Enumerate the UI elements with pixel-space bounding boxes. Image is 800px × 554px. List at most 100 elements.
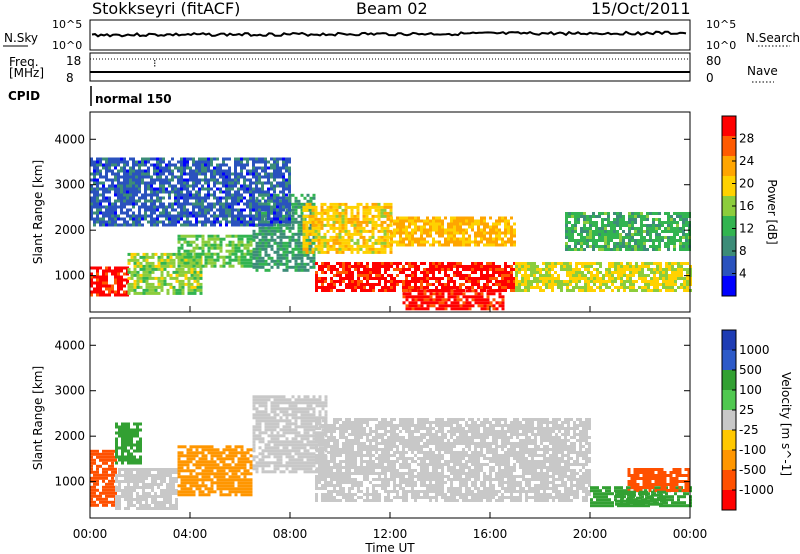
data-cell bbox=[390, 240, 393, 244]
data-cell bbox=[93, 187, 96, 191]
data-cell bbox=[357, 280, 360, 283]
data-cell bbox=[255, 241, 259, 245]
data-cell bbox=[462, 301, 466, 305]
data-cell bbox=[120, 284, 123, 288]
data-cell bbox=[93, 290, 96, 294]
data-cell bbox=[492, 298, 496, 302]
data-cell bbox=[174, 220, 177, 224]
data-cell bbox=[590, 274, 593, 277]
data-cell bbox=[438, 243, 441, 247]
data-cell bbox=[184, 270, 188, 274]
data-cell bbox=[127, 425, 130, 429]
data-cell bbox=[213, 181, 216, 185]
data-cell bbox=[255, 253, 259, 257]
data-cell bbox=[677, 271, 680, 274]
data-cell bbox=[111, 503, 114, 507]
data-cell bbox=[145, 483, 148, 486]
data-cell bbox=[320, 235, 324, 239]
data-cell bbox=[294, 247, 298, 251]
data-cell bbox=[311, 220, 315, 224]
data-cell bbox=[123, 290, 126, 294]
data-cell bbox=[285, 169, 288, 173]
data-cell bbox=[195, 193, 198, 197]
data-cell bbox=[599, 277, 602, 280]
data-cell bbox=[377, 214, 381, 218]
data-cell bbox=[291, 265, 295, 269]
data-cell bbox=[665, 277, 668, 280]
data-cell bbox=[504, 231, 507, 235]
cpid-panel: CPID normal 150 bbox=[8, 86, 172, 106]
data-cell bbox=[216, 246, 220, 250]
data-cell bbox=[357, 268, 360, 271]
data-cell bbox=[327, 265, 330, 268]
data-cell bbox=[270, 199, 273, 203]
data-cell bbox=[279, 184, 282, 188]
data-cell bbox=[144, 196, 147, 200]
data-cell bbox=[643, 242, 646, 245]
data-cell bbox=[366, 262, 369, 265]
data-cell bbox=[359, 202, 363, 206]
data-cell bbox=[210, 193, 213, 197]
data-cell bbox=[258, 214, 261, 218]
data-cell bbox=[174, 202, 177, 206]
data-cell bbox=[115, 477, 118, 480]
data-cell bbox=[159, 202, 162, 206]
data-cell bbox=[435, 295, 439, 299]
data-cell bbox=[258, 208, 261, 212]
data-cell bbox=[294, 205, 298, 209]
data-cell bbox=[261, 166, 264, 170]
data-cell bbox=[105, 449, 108, 453]
data-cell bbox=[288, 238, 292, 242]
data-cell bbox=[201, 178, 204, 182]
data-cell bbox=[486, 301, 490, 305]
data-cell bbox=[96, 217, 99, 221]
data-cell bbox=[399, 271, 402, 274]
data-cell bbox=[150, 202, 153, 206]
data-cell bbox=[255, 184, 258, 188]
data-cell bbox=[592, 233, 595, 236]
data-cell bbox=[498, 222, 501, 226]
data-cell bbox=[291, 208, 295, 212]
data-cell bbox=[255, 199, 258, 203]
data-cell bbox=[198, 234, 202, 238]
data-cell bbox=[441, 298, 445, 302]
data-cell bbox=[483, 289, 486, 292]
data-cell bbox=[339, 262, 342, 265]
data-cell bbox=[601, 239, 604, 242]
data-cell bbox=[129, 208, 132, 212]
data-cell bbox=[243, 246, 247, 250]
data-cell bbox=[93, 196, 96, 200]
data-cell bbox=[279, 220, 282, 224]
data-cell bbox=[282, 205, 285, 209]
data-cell bbox=[369, 289, 372, 292]
data-cell bbox=[157, 474, 160, 477]
data-cell bbox=[353, 223, 357, 227]
data-cell bbox=[471, 280, 474, 283]
data-cell bbox=[429, 292, 433, 296]
data-cell bbox=[414, 222, 417, 226]
data-cell bbox=[231, 217, 234, 221]
data-cell bbox=[133, 258, 137, 262]
data-cell bbox=[246, 240, 250, 244]
data-cell bbox=[175, 279, 179, 283]
data-cell bbox=[426, 228, 429, 232]
data-cell bbox=[575, 262, 578, 265]
data-cell bbox=[267, 220, 271, 224]
data-cell bbox=[273, 166, 276, 170]
data-cell bbox=[607, 245, 610, 248]
data-cell bbox=[156, 169, 159, 173]
data-cell bbox=[166, 468, 169, 471]
data-cell bbox=[231, 252, 235, 256]
data-cell bbox=[574, 245, 577, 248]
data-cell bbox=[297, 199, 301, 203]
data-cell bbox=[129, 190, 132, 194]
data-cell bbox=[117, 287, 120, 291]
data-cell bbox=[201, 208, 204, 212]
data-cell bbox=[151, 291, 155, 295]
data-cell bbox=[429, 231, 432, 235]
data-cell bbox=[414, 271, 417, 274]
data-cell bbox=[162, 160, 165, 164]
data-cell bbox=[300, 226, 304, 230]
data-cell bbox=[234, 181, 237, 185]
data-cell bbox=[93, 181, 96, 185]
